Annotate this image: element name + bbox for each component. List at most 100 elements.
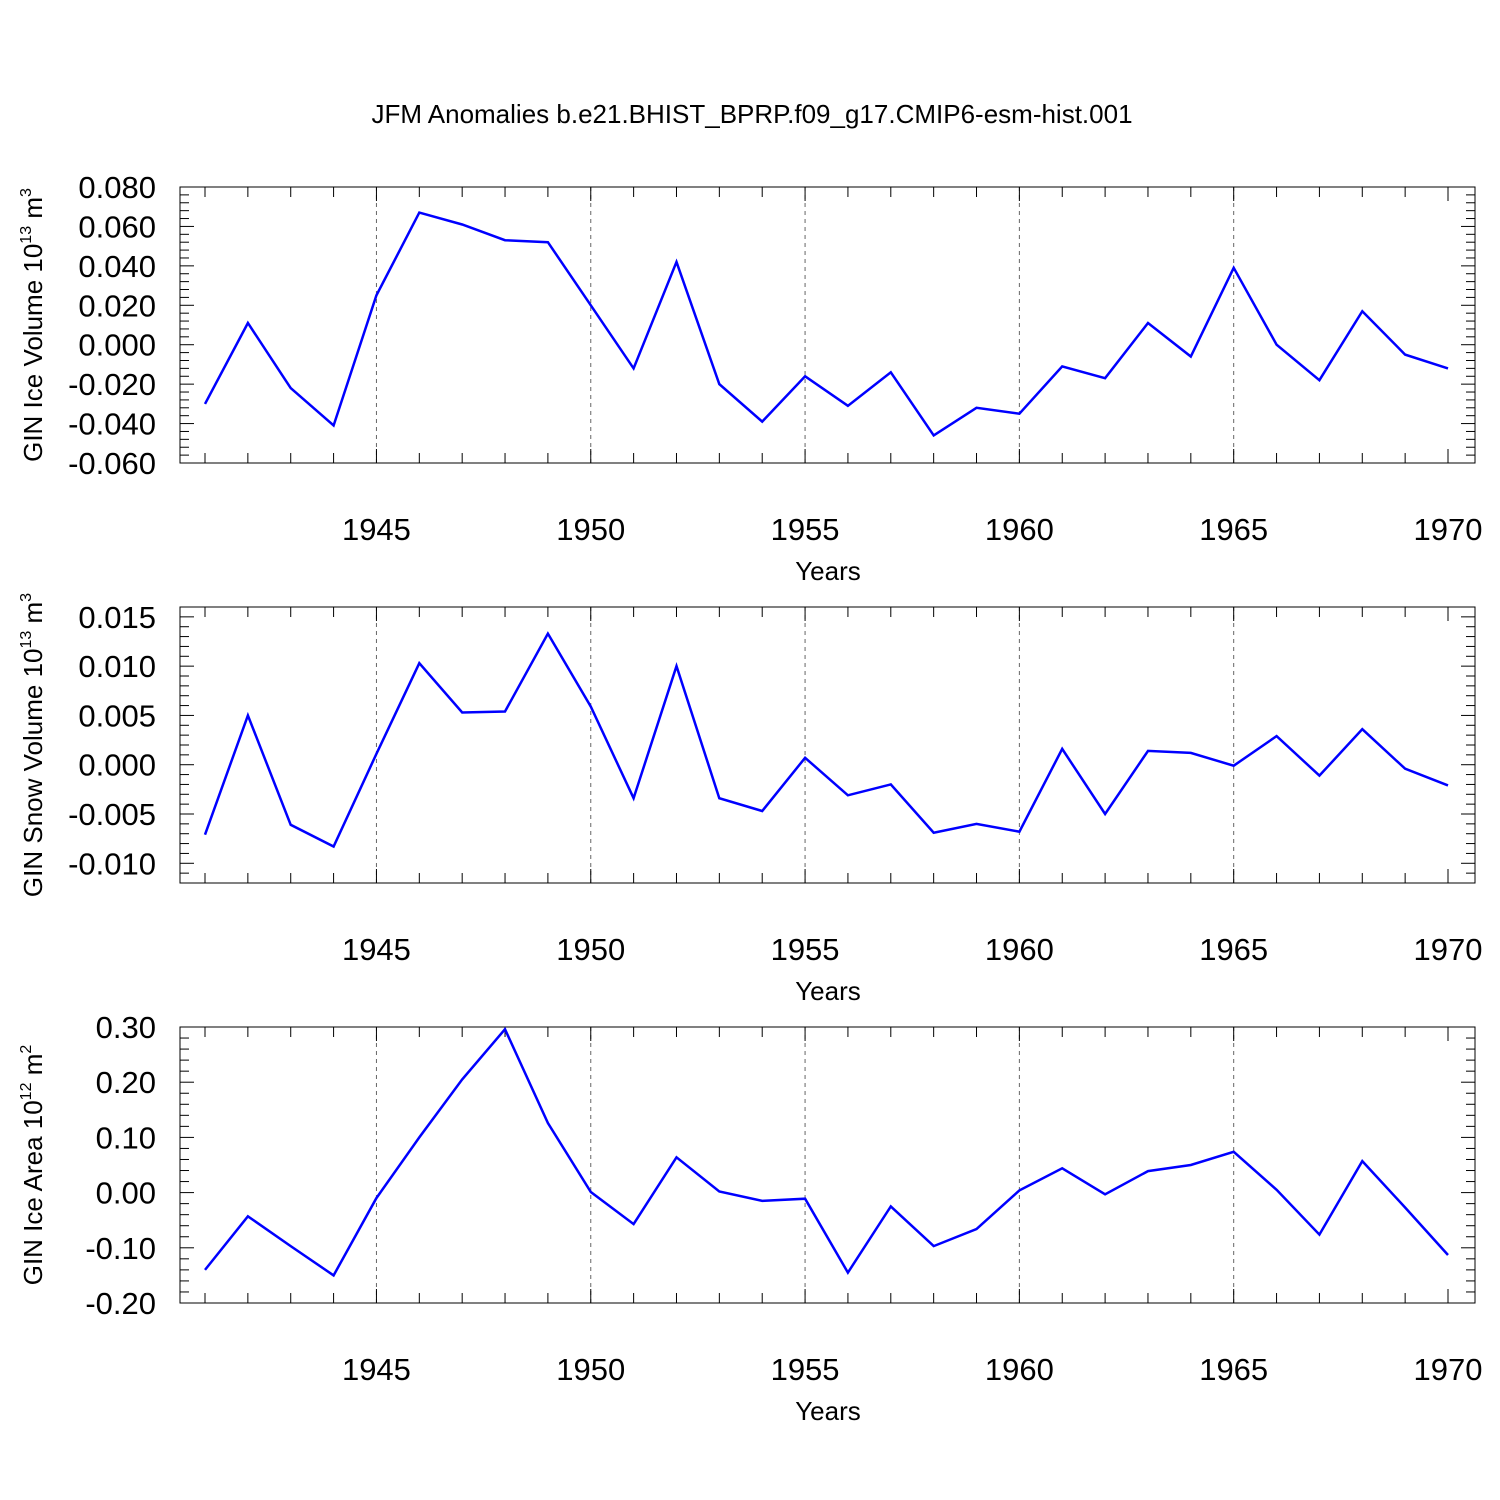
x-tick-label: 1955 bbox=[771, 512, 840, 547]
data-point bbox=[503, 1027, 507, 1031]
y-tick-label: 0.000 bbox=[78, 748, 156, 783]
y-tick-label: 0.30 bbox=[96, 1010, 156, 1045]
data-point bbox=[1060, 1166, 1064, 1170]
data-point bbox=[1317, 378, 1321, 382]
y-tick-label: 0.020 bbox=[78, 288, 156, 323]
data-point bbox=[803, 374, 807, 378]
data-point bbox=[975, 1227, 979, 1231]
data-point bbox=[546, 1121, 550, 1125]
data-point bbox=[460, 222, 464, 226]
data-point bbox=[1146, 321, 1150, 325]
y-tick-label: 0.010 bbox=[78, 649, 156, 684]
data-point bbox=[803, 1197, 807, 1201]
y-axis-label: GIN Ice Area 1012 m2 bbox=[18, 1045, 48, 1286]
data-point bbox=[1232, 266, 1236, 270]
data-point bbox=[889, 782, 893, 786]
data-point bbox=[803, 756, 807, 760]
data-point bbox=[1017, 412, 1021, 416]
x-tick-label: 1945 bbox=[342, 512, 411, 547]
data-point bbox=[846, 793, 850, 797]
y-tick-label: 0.00 bbox=[96, 1176, 156, 1211]
data-point bbox=[289, 823, 293, 827]
data-point bbox=[589, 303, 593, 307]
data-point bbox=[632, 366, 636, 370]
data-point bbox=[1360, 727, 1364, 731]
data-point bbox=[332, 845, 336, 849]
data-point bbox=[760, 809, 764, 813]
data-point bbox=[417, 1135, 421, 1139]
data-point bbox=[374, 293, 378, 297]
data-point bbox=[289, 1244, 293, 1248]
data-point bbox=[1017, 1188, 1021, 1192]
data-point bbox=[246, 713, 250, 717]
data-point bbox=[632, 1222, 636, 1226]
data-point bbox=[889, 370, 893, 374]
data-point bbox=[1275, 343, 1279, 347]
x-axis-label: Years bbox=[795, 976, 861, 1006]
data-point bbox=[417, 661, 421, 665]
panels: 1945 1950 1955 1960 1965 1970 -0.060 -0.040 -0.0… bbox=[18, 170, 1482, 1426]
data-point bbox=[546, 632, 550, 636]
x-tick-label: 1955 bbox=[771, 1352, 840, 1387]
plot-frame bbox=[179, 606, 1476, 884]
y-tick-label: 0.080 bbox=[78, 170, 156, 205]
y-tick-label: -0.20 bbox=[85, 1286, 156, 1321]
data-point bbox=[374, 1196, 378, 1200]
data-point bbox=[246, 1214, 250, 1218]
data-point bbox=[1103, 812, 1107, 816]
data-point bbox=[846, 1271, 850, 1275]
data-point bbox=[632, 796, 636, 800]
data-point bbox=[1403, 767, 1407, 771]
x-axis-label: Years bbox=[795, 556, 861, 586]
y-tick-label: -0.020 bbox=[68, 367, 156, 402]
x-tick-label: 1950 bbox=[556, 1352, 625, 1387]
series-line bbox=[203, 631, 1449, 849]
x-tick-label: 1950 bbox=[556, 932, 625, 967]
x-tick-label: 1965 bbox=[1199, 512, 1268, 547]
x-tick-label: 1945 bbox=[342, 1352, 411, 1387]
chart-panel-2: 1945 1950 1955 1960 1965 1970 -0.010 -0.005 0.00… bbox=[18, 593, 1482, 1006]
data-point bbox=[417, 211, 421, 215]
x-tick-label: 1955 bbox=[771, 932, 840, 967]
data-point bbox=[289, 386, 293, 390]
data-point bbox=[503, 238, 507, 242]
y-tick-label: 0.000 bbox=[78, 328, 156, 363]
y-axis-label: GIN Snow Volume 1013 m3 bbox=[18, 593, 48, 897]
chart-panel-3: 1945 1950 1955 1960 1965 1970 -0.20 -0.10 0.00 0.… bbox=[18, 1010, 1482, 1426]
data-point bbox=[932, 1244, 936, 1248]
data-point bbox=[546, 240, 550, 244]
data-point bbox=[1317, 774, 1321, 778]
x-tick-label: 1960 bbox=[985, 932, 1054, 967]
x-tick-label: 1970 bbox=[1414, 512, 1483, 547]
data-point bbox=[460, 1077, 464, 1081]
data-point bbox=[1317, 1233, 1321, 1237]
data-point bbox=[246, 321, 250, 325]
data-point bbox=[589, 705, 593, 709]
y-tick-label: 0.040 bbox=[78, 249, 156, 284]
data-point bbox=[1103, 1192, 1107, 1196]
x-tick-label: 1960 bbox=[985, 512, 1054, 547]
data-point bbox=[1446, 783, 1450, 787]
data-point bbox=[1017, 830, 1021, 834]
data-point bbox=[717, 1189, 721, 1193]
data-point bbox=[1189, 1163, 1193, 1167]
series-line bbox=[204, 1026, 1449, 1278]
data-point bbox=[760, 420, 764, 424]
data-point bbox=[932, 831, 936, 835]
series-line bbox=[203, 211, 1449, 438]
plot-frame bbox=[179, 1026, 1476, 1304]
data-point bbox=[1446, 366, 1450, 370]
data-point bbox=[1189, 355, 1193, 359]
x-tick-label: 1960 bbox=[985, 1352, 1054, 1387]
data-point bbox=[1360, 309, 1364, 313]
y-tick-label: 0.060 bbox=[78, 209, 156, 244]
data-point bbox=[332, 1273, 336, 1277]
x-tick-label: 1965 bbox=[1199, 1352, 1268, 1387]
data-point bbox=[332, 424, 336, 428]
data-point bbox=[1146, 1169, 1150, 1173]
data-point bbox=[717, 382, 721, 386]
data-point bbox=[932, 433, 936, 437]
data-point bbox=[1232, 1150, 1236, 1154]
y-tick-label: -0.010 bbox=[68, 846, 156, 881]
